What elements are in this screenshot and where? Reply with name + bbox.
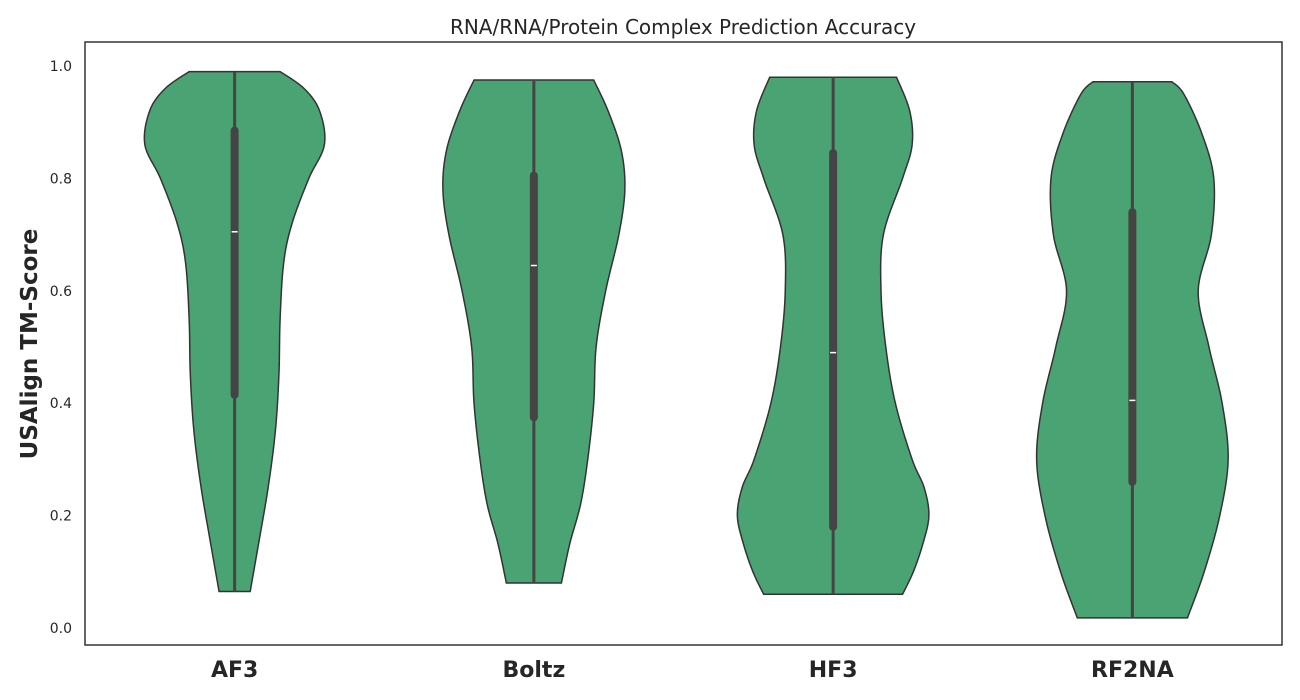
y-axis-ticks: 0.0 0.2 0.4 0.6 0.8 1.0 <box>50 59 72 637</box>
x-tick-label: RF2NA <box>1091 658 1174 683</box>
y-tick-label: 0.0 <box>50 621 72 637</box>
y-axis-label: USAlign TM-Score <box>17 229 43 460</box>
x-axis-ticks: AF3 Boltz HF3 RF2NA <box>211 658 1174 683</box>
violin-rf2na <box>1035 80 1229 619</box>
y-tick-label: 0.2 <box>50 509 72 525</box>
violin-af3 <box>143 70 326 593</box>
violins-layer <box>143 70 1229 619</box>
y-tick-label: 0.6 <box>50 284 72 300</box>
violin-hf3 <box>736 76 930 596</box>
chart-title: RNA/RNA/Protein Complex Prediction Accur… <box>450 15 916 39</box>
y-tick-label: 0.4 <box>50 396 72 412</box>
y-tick-label: 1.0 <box>50 59 72 75</box>
plot-frame <box>84 41 1283 646</box>
y-tick-label: 0.8 <box>50 171 72 187</box>
violin-boltz <box>442 79 626 584</box>
x-tick-label: AF3 <box>211 658 258 683</box>
x-tick-label: Boltz <box>503 658 566 683</box>
x-tick-label: HF3 <box>809 658 858 683</box>
